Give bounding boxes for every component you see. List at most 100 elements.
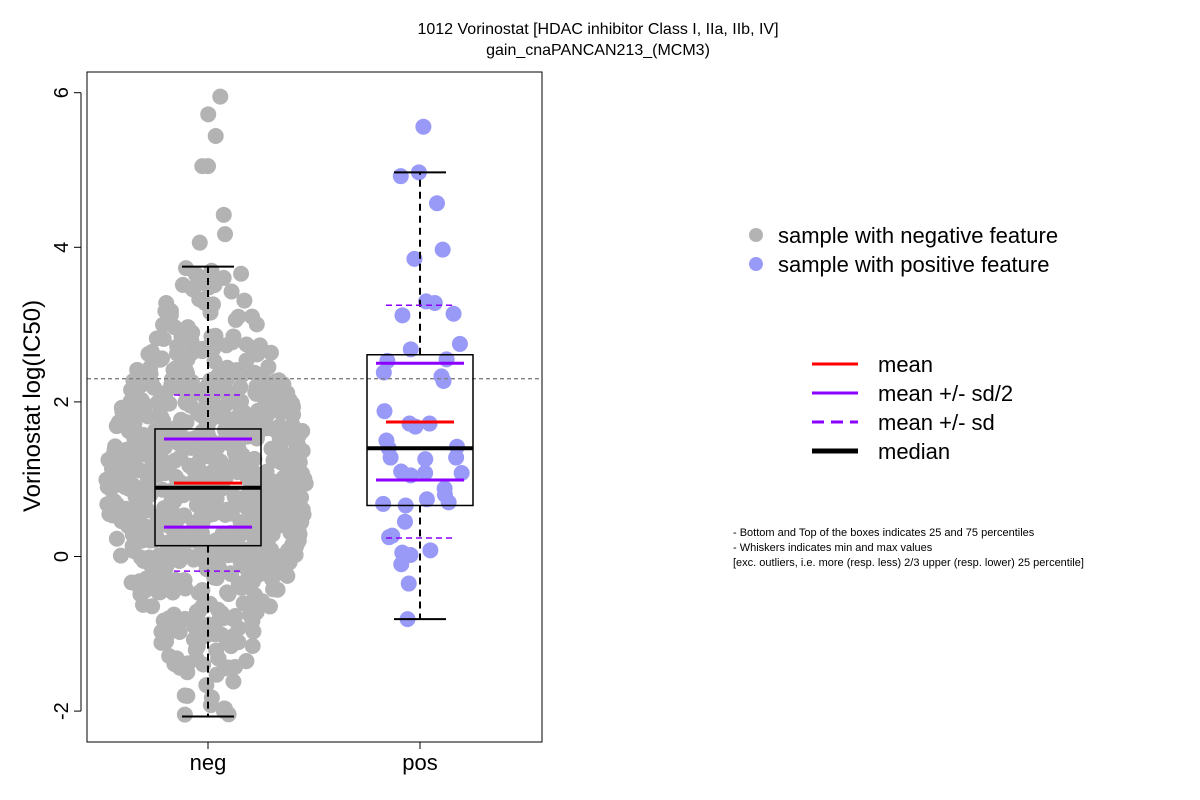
- data-point-pos: [376, 403, 393, 420]
- legend-sd-label: mean +/- sd: [878, 410, 995, 435]
- data-point-neg: [220, 586, 237, 603]
- data-point-neg: [285, 406, 302, 423]
- data-point-neg: [144, 346, 161, 363]
- data-point-neg: [186, 611, 203, 628]
- legend-points: sample with negative feature sample with…: [749, 223, 1058, 277]
- x-tick-label-pos: pos: [402, 750, 437, 775]
- data-point-neg: [207, 127, 224, 144]
- data-point-pos: [406, 250, 423, 267]
- data-point-neg: [270, 372, 287, 389]
- data-point-neg: [153, 634, 170, 651]
- data-point-neg: [101, 506, 118, 523]
- data-point-neg: [205, 434, 222, 451]
- data-point-pos: [428, 195, 445, 212]
- data-point-pos: [375, 364, 392, 381]
- data-point-neg: [215, 410, 232, 427]
- data-point-pos: [418, 491, 435, 508]
- data-point-neg: [217, 506, 234, 523]
- data-point-neg: [250, 343, 267, 360]
- data-point-pos: [422, 542, 439, 559]
- data-point-neg: [200, 158, 217, 175]
- data-point-neg: [167, 422, 184, 439]
- data-point-neg: [259, 558, 276, 575]
- data-point-neg: [167, 468, 184, 485]
- data-point-neg: [112, 547, 129, 564]
- data-point-neg: [148, 330, 165, 347]
- data-point-neg: [201, 595, 218, 612]
- data-point-pos: [448, 449, 465, 466]
- data-point-neg: [198, 677, 215, 694]
- data-point-neg: [223, 566, 240, 583]
- data-point-neg: [229, 392, 246, 409]
- data-point-neg: [244, 637, 261, 654]
- data-point-neg: [272, 548, 289, 565]
- data-point-neg: [240, 471, 257, 488]
- data-point-neg: [260, 358, 277, 375]
- data-point-neg: [223, 283, 240, 300]
- data-point-neg: [271, 429, 288, 446]
- footnote-line3: [exc. outliers, i.e. more (resp. less) 2…: [733, 557, 1084, 569]
- data-point-neg: [238, 336, 255, 353]
- data-point-pos: [438, 351, 455, 368]
- data-point-neg: [123, 574, 140, 591]
- y-tick-label: 6: [51, 87, 73, 98]
- footnote-line1: - Bottom and Top of the boxes indicates …: [733, 527, 1035, 539]
- data-point-neg: [206, 353, 223, 370]
- data-point-neg: [124, 476, 141, 493]
- legend-pos-marker: [749, 257, 763, 271]
- data-point-neg: [164, 372, 181, 389]
- data-point-neg: [191, 384, 208, 401]
- data-point-neg: [143, 375, 160, 392]
- legend-neg-marker: [749, 228, 763, 242]
- data-point-pos: [402, 341, 419, 358]
- data-point-neg: [155, 557, 172, 574]
- data-point-pos: [451, 335, 468, 352]
- data-point-neg: [212, 88, 229, 105]
- y-axis: -2 0 2 4 6 neg pos: [51, 87, 438, 775]
- box-pos: [366, 353, 474, 507]
- data-point-neg: [223, 638, 240, 655]
- data-point-neg: [174, 276, 191, 293]
- data-point-neg: [201, 448, 218, 465]
- data-point-neg: [176, 706, 193, 723]
- y-tick-label: 4: [51, 242, 73, 253]
- data-point-neg: [188, 496, 205, 513]
- data-point-neg: [183, 332, 200, 349]
- data-point-pos: [392, 168, 409, 185]
- data-point-neg: [217, 700, 234, 717]
- data-point-neg: [215, 206, 232, 223]
- data-point-pos: [375, 495, 392, 512]
- data-point-pos: [393, 556, 410, 573]
- y-tick-label: 0: [51, 551, 73, 562]
- data-point-pos: [417, 451, 434, 468]
- data-point-neg: [231, 577, 248, 594]
- data-point-neg: [285, 496, 302, 513]
- data-point-neg: [200, 106, 217, 123]
- data-point-neg: [186, 550, 203, 567]
- data-point-neg: [189, 455, 206, 472]
- data-point-neg: [169, 345, 186, 362]
- data-point-neg: [142, 359, 159, 376]
- data-point-neg: [243, 308, 260, 325]
- footnote: - Bottom and Top of the boxes indicates …: [733, 527, 1084, 569]
- data-point-neg: [135, 552, 152, 569]
- data-point-neg: [226, 488, 243, 505]
- data-point-pos: [445, 305, 462, 322]
- data-point-neg: [135, 426, 152, 443]
- data-point-neg: [295, 506, 312, 523]
- data-point-neg: [99, 478, 116, 495]
- data-point-neg: [232, 553, 249, 570]
- data-point-neg: [215, 269, 232, 286]
- data-point-neg: [108, 530, 125, 547]
- data-point-neg: [169, 614, 186, 631]
- data-point-neg: [201, 297, 218, 314]
- data-point-neg: [261, 598, 278, 615]
- data-point-pos: [440, 494, 457, 511]
- data-point-neg: [227, 311, 244, 328]
- data-point-neg: [138, 486, 155, 503]
- data-point-neg: [190, 584, 207, 601]
- data-point-neg: [170, 434, 187, 451]
- data-point-neg: [130, 500, 147, 517]
- data-point-neg: [179, 655, 196, 672]
